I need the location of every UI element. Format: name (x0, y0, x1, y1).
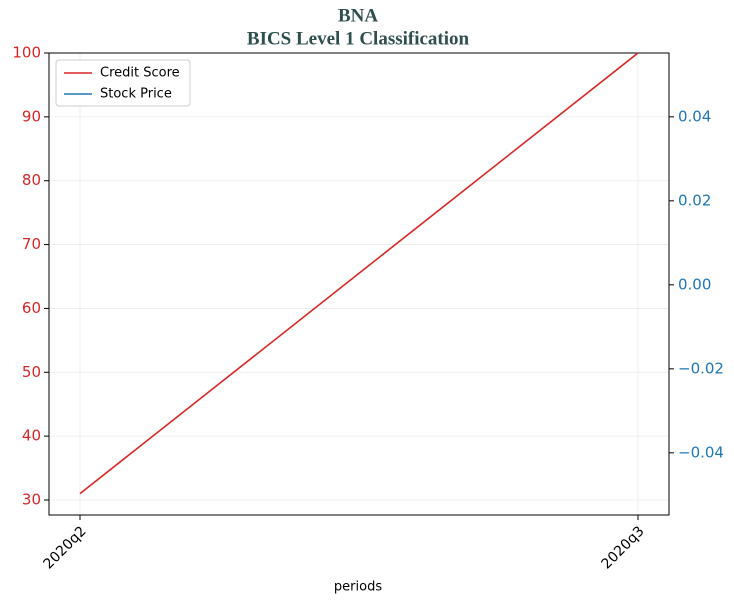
y-tick-label: 50 (22, 363, 41, 381)
legend-label: Credit Score (100, 66, 180, 81)
x-tick-label: 2020q2 (41, 523, 90, 572)
chart-title: BNA (338, 5, 378, 26)
y2-tick-label: 0.02 (678, 191, 711, 209)
y2-tick-label: 0.04 (678, 107, 711, 125)
x-axis-label: periods (334, 580, 382, 595)
y-tick-label: 90 (22, 107, 41, 125)
line (79, 52, 639, 495)
y-tick-label: 70 (22, 235, 41, 253)
chart-subtitle: BICS Level 1 Classification (247, 28, 470, 49)
y-tick-label: 80 (22, 171, 41, 189)
y2-tick-label: 0.00 (678, 275, 711, 293)
legend-label: Stock Price (100, 87, 172, 102)
x-tick-label: 2020q3 (599, 523, 648, 572)
y-tick-label: 30 (22, 490, 41, 508)
plot-frame (48, 52, 670, 516)
y-tick-label: 60 (22, 299, 41, 317)
y-tick-label: 40 (22, 427, 41, 445)
y2-tick-label: −0.04 (678, 443, 724, 461)
y-tick-label: 100 (12, 44, 41, 62)
y2-tick-label: −0.02 (678, 359, 724, 377)
